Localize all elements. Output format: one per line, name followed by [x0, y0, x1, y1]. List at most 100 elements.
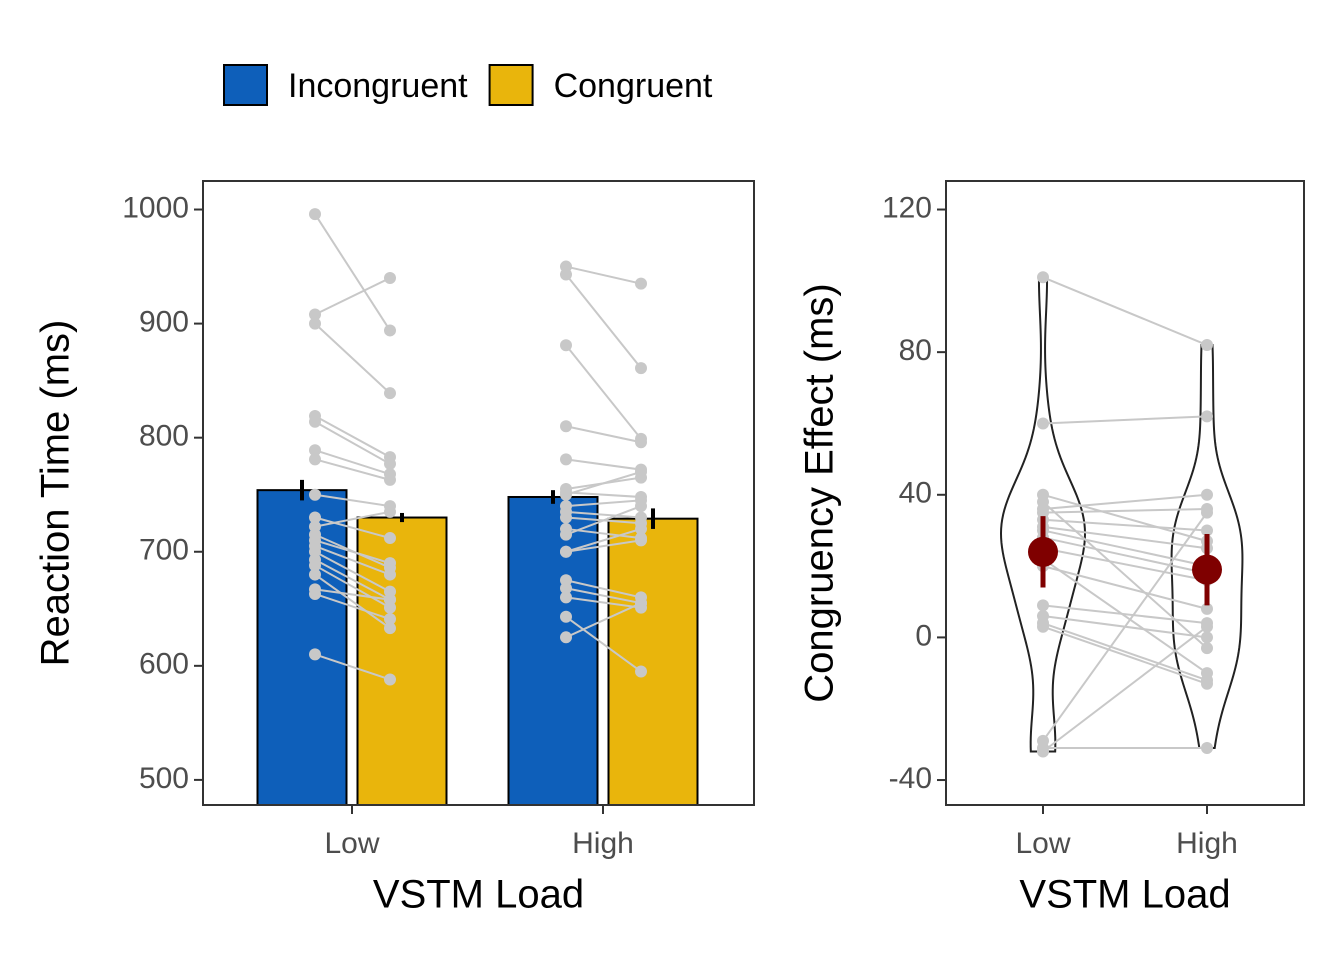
- subject-point: [560, 582, 572, 595]
- subject-point: [309, 317, 321, 330]
- subject-line: [565, 602, 642, 639]
- subject-point: [1201, 506, 1213, 519]
- subject-line: [314, 550, 391, 593]
- subject-point: [635, 522, 647, 535]
- subject-point: [635, 362, 647, 375]
- subject-point: [384, 473, 396, 486]
- subject-line: [1042, 604, 1208, 625]
- subject-point: [309, 648, 321, 661]
- subject-point: [1201, 602, 1213, 615]
- y-tick-label: -40: [889, 762, 932, 795]
- subject-line: [314, 420, 391, 465]
- subject-point: [1201, 677, 1213, 690]
- y-tick-label: 700: [139, 534, 189, 567]
- mean-point: [1028, 536, 1058, 567]
- subject-point: [309, 559, 321, 572]
- subject-line: [314, 545, 391, 576]
- legend-swatch: [223, 64, 268, 106]
- bar: [256, 489, 348, 806]
- subject-point: [309, 488, 321, 501]
- subject-line: [1042, 501, 1208, 649]
- subject-line: [1042, 276, 1208, 346]
- subject-line: [565, 510, 642, 519]
- subject-line: [314, 322, 391, 394]
- subject-point: [1201, 631, 1213, 644]
- subject-point: [1201, 339, 1213, 352]
- subject-line: [565, 273, 642, 369]
- subject-point: [560, 339, 572, 352]
- subject-point: [1037, 745, 1049, 758]
- subject-point: [309, 453, 321, 466]
- subject-point: [384, 387, 396, 400]
- legend-swatch: [488, 64, 534, 106]
- subject-point: [1037, 417, 1049, 430]
- x-tick-label: High: [572, 827, 634, 860]
- subject-line: [1042, 529, 1208, 568]
- subject-point: [1201, 488, 1213, 501]
- subject-point: [1037, 599, 1049, 612]
- subject-line: [1042, 536, 1208, 575]
- subject-line: [314, 493, 391, 508]
- subject-point: [560, 453, 572, 466]
- subject-point: [309, 568, 321, 581]
- subject-line: [565, 458, 642, 471]
- subject-line: [1042, 547, 1208, 582]
- subject-point: [384, 557, 396, 570]
- subject-point: [1201, 524, 1213, 537]
- subject-line: [565, 615, 642, 673]
- x-tick-label: High: [1176, 827, 1238, 860]
- x-axis-title: VSTM Load: [1019, 873, 1230, 917]
- subject-point: [384, 271, 396, 284]
- subject-point: [1037, 271, 1049, 284]
- subject-line: [1042, 525, 1208, 550]
- subject-point: [1201, 741, 1213, 754]
- subject-line: [565, 265, 642, 285]
- x-tick-label: Low: [324, 827, 379, 860]
- legend-label: Incongruent: [288, 67, 468, 105]
- subject-point: [384, 622, 396, 635]
- y-tick-label: 80: [899, 334, 932, 367]
- subject-line: [1042, 518, 1208, 532]
- subject-line: [314, 510, 391, 528]
- y-tick-label: 500: [139, 762, 189, 795]
- subject-line: [1042, 512, 1208, 742]
- y-tick-label: 120: [882, 191, 932, 224]
- subject-point: [1201, 642, 1213, 655]
- subject-point: [560, 511, 572, 524]
- subject-point: [384, 613, 396, 626]
- y-tick-label: 800: [139, 420, 189, 453]
- bar: [607, 517, 699, 807]
- subject-line: [314, 449, 391, 476]
- subject-point: [309, 511, 321, 524]
- subject-point: [309, 444, 321, 457]
- subject-line: [1042, 625, 1208, 753]
- subject-point: [635, 436, 647, 449]
- subject-point: [635, 277, 647, 290]
- subject-line: [314, 588, 391, 601]
- subject-line: [565, 499, 642, 508]
- x-tick-label: Low: [1015, 827, 1070, 860]
- subject-line: [314, 593, 391, 621]
- panel-border: [945, 180, 1305, 806]
- subject-line: [565, 470, 642, 496]
- subject-line: [565, 505, 642, 536]
- subject-line: [314, 277, 391, 316]
- subject-line: [565, 539, 642, 553]
- y-tick-label: 1000: [122, 191, 189, 224]
- subject-line: [565, 491, 642, 498]
- legend-label: Congruent: [554, 67, 713, 105]
- subject-point: [635, 465, 647, 478]
- y-tick-label: 0: [915, 619, 932, 652]
- subject-point: [384, 532, 396, 545]
- subject-point: [309, 587, 321, 600]
- subject-line: [1042, 558, 1208, 674]
- bar: [356, 516, 448, 806]
- subject-line: [565, 344, 642, 440]
- subject-line: [1042, 508, 1208, 514]
- subject-line: [1042, 415, 1208, 425]
- subject-line: [565, 425, 642, 444]
- y-tick-label: 600: [139, 648, 189, 681]
- subject-point: [1201, 620, 1213, 633]
- subject-line: [314, 458, 391, 481]
